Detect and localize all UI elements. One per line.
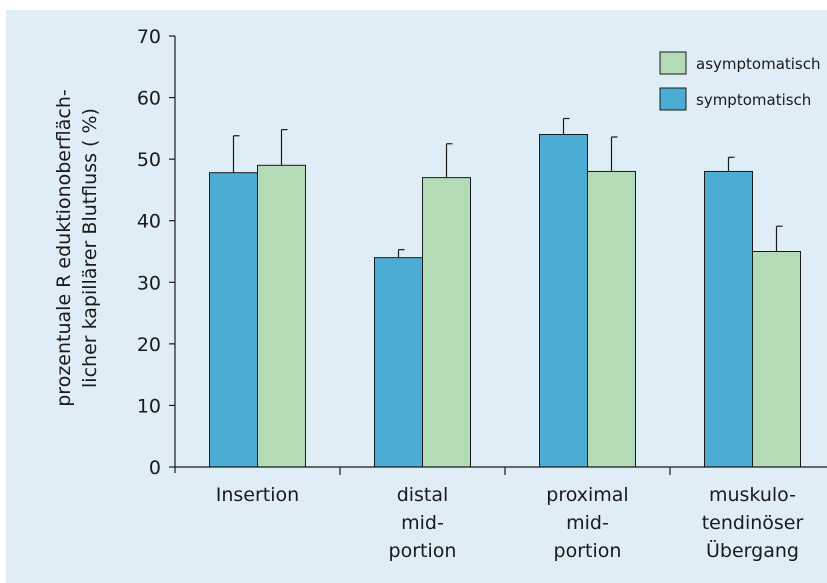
bars-layer <box>209 134 801 468</box>
bar-asymptomatisch-3 <box>752 251 801 468</box>
y-tick-label-20: 20 <box>137 334 161 356</box>
y-tick-label-70: 70 <box>137 26 161 48</box>
y-tick-label-40: 40 <box>137 211 161 233</box>
category-label-0: Insertion <box>216 484 299 506</box>
y-tick-label-60: 60 <box>137 88 161 110</box>
category-label-2: proximal mid-portion <box>546 484 628 562</box>
axes-layer <box>169 35 827 475</box>
bar-symptomatisch-3 <box>704 170 753 468</box>
y-axis-title: prozentuale R eduktionoberfläch-licher k… <box>53 89 101 407</box>
bar-symptomatisch-2 <box>539 134 588 468</box>
legend-label-asymptomatisch: asymptomatisch <box>696 55 821 73</box>
y-tick-label-10: 10 <box>137 395 161 417</box>
legend-swatch-symptomatisch <box>659 87 687 111</box>
y-tick-label-30: 30 <box>137 272 161 294</box>
bar-asymptomatisch-0 <box>257 164 306 468</box>
error-bars-layer <box>232 117 783 258</box>
y-tick-label-50: 50 <box>137 149 161 171</box>
legend-swatch-asymptomatisch <box>659 51 687 75</box>
category-label-3: muskulo-tendinöser Übergang <box>702 484 804 562</box>
bar-asymptomatisch-2 <box>587 170 636 468</box>
legend-label-symptomatisch: symptomatisch <box>696 91 811 109</box>
bar-symptomatisch-1 <box>374 257 423 468</box>
y-tick-label-0: 0 <box>149 457 161 479</box>
labels-layer: 0 10 20 30 40 50 60 70 Insertion distal mid-portio… <box>53 26 803 562</box>
bar-symptomatisch-0 <box>209 172 258 468</box>
bar-asymptomatisch-1 <box>422 177 471 468</box>
legend: asymptomatisch symptomatisch <box>659 51 821 111</box>
category-label-1: distal mid-portion <box>389 484 457 562</box>
